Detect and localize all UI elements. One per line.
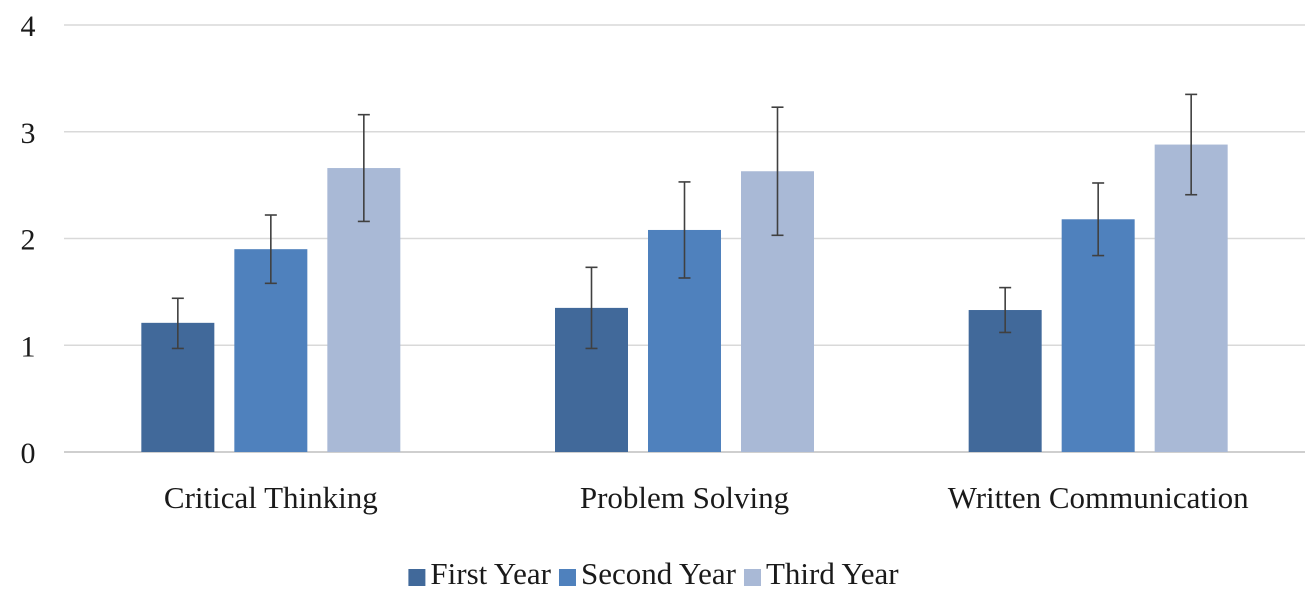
legend-item-second-year: Second Year <box>558 556 737 591</box>
error-bar <box>1092 182 1105 257</box>
error-bar <box>999 286 1012 334</box>
y-tick-label: 4 <box>21 10 36 43</box>
legend-label: Second Year <box>581 556 737 591</box>
y-tick-label: 0 <box>21 437 36 470</box>
legend-item-first-year: First Year <box>408 556 552 591</box>
legend-label: Third Year <box>766 556 899 591</box>
error-bar <box>678 181 691 279</box>
bar-second-year-2 <box>1061 219 1135 452</box>
legend-swatch <box>743 569 761 586</box>
y-axis-tick-labels: 0 1 2 3 4 <box>21 10 36 470</box>
bar-third-year-2 <box>1154 144 1228 452</box>
legend: First Year Second Year Third Year <box>408 556 899 591</box>
y-tick-label: 1 <box>21 330 36 363</box>
y-tick-label: 2 <box>21 224 36 257</box>
error-bars <box>171 93 1198 350</box>
legend-item-third-year: Third Year <box>743 556 899 591</box>
error-bar <box>585 266 598 350</box>
error-bar <box>357 113 370 223</box>
bar-first-year-2 <box>968 310 1042 452</box>
x-category-label: Critical Thinking <box>164 480 378 515</box>
bars <box>141 144 1228 453</box>
x-category-label: Written Communication <box>948 480 1249 515</box>
error-bar <box>264 214 277 285</box>
error-bar <box>771 106 784 237</box>
legend-label: First Year <box>430 556 551 591</box>
x-axis-category-labels: Critical Thinking Problem Solving Written … <box>164 480 1249 515</box>
x-category-label: Problem Solving <box>580 480 789 515</box>
legend-swatch <box>408 569 426 586</box>
error-bar <box>1185 93 1198 196</box>
y-tick-label: 3 <box>21 117 36 150</box>
legend-swatch <box>558 569 576 586</box>
error-bar <box>171 297 184 350</box>
